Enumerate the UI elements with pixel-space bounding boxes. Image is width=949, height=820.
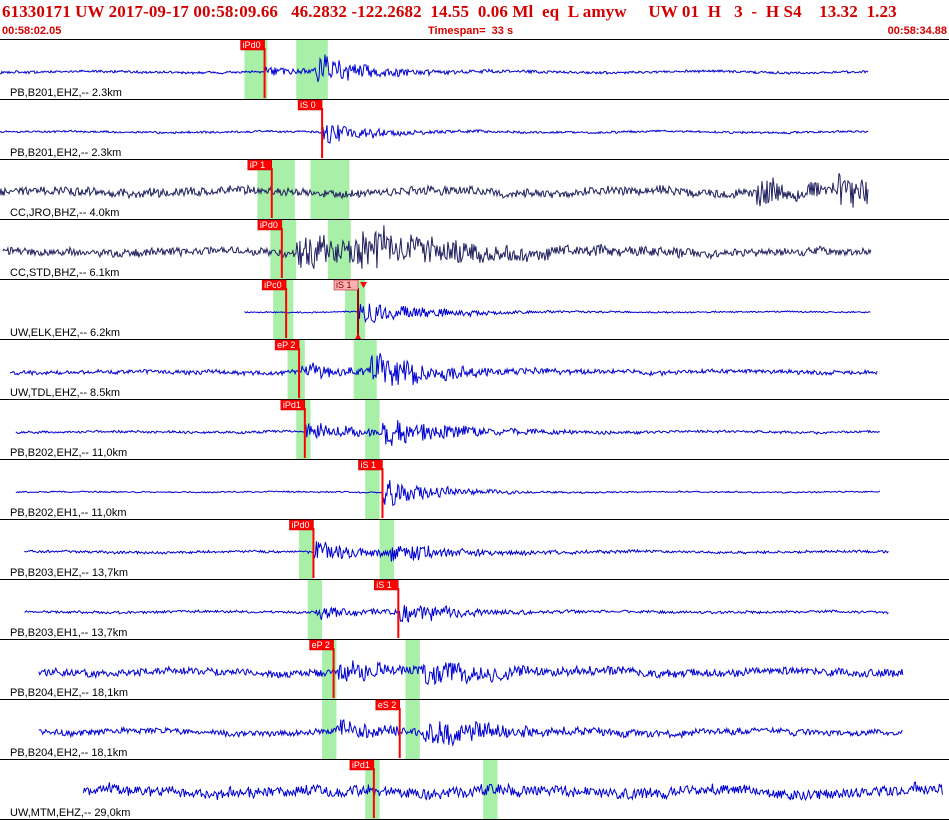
pick-label: iPc0 [264, 280, 282, 290]
pick-arrow [360, 282, 368, 288]
station-label: UW,TDL,EHZ,-- 8.5km [10, 387, 120, 399]
pick-tag[interactable] [280, 399, 306, 411]
station-label: PB,B203,EHZ,-- 13,7km [10, 567, 128, 579]
waveform [15, 479, 881, 507]
trace-panel[interactable]: eP 2 UW,TDL,EHZ,-- 8.5km [0, 339, 949, 400]
pick-label: iP 1 [250, 160, 265, 170]
waveform [24, 604, 889, 623]
waveform [82, 781, 943, 802]
phase-window [365, 460, 380, 520]
trace-panel[interactable]: eP 2 PB,B204,EHZ,-- 18,1km [0, 639, 949, 700]
trace-panel[interactable]: iPd0 PB,B201,EHZ,-- 2.3km [0, 40, 949, 100]
pick-tag[interactable] [349, 759, 375, 771]
trace-panel[interactable]: eS 2 PB,B204,EH2,-- 18,1km [0, 699, 949, 760]
trace-panel[interactable]: iPd0 PB,B203,EHZ,-- 13,7km [0, 519, 949, 580]
phase-window [287, 340, 305, 400]
pick-label: iS 1 [376, 580, 392, 590]
pick-label: eP 2 [277, 340, 295, 350]
pick-label: iPd1 [283, 400, 301, 410]
pick-tag[interactable] [375, 699, 400, 711]
station-label: PB,B201,EH2,-- 2.3km [10, 147, 121, 159]
pick-tag[interactable] [309, 639, 334, 651]
station-label: PB,B202,EHZ,-- 11,0km [10, 447, 127, 459]
event-header: 61330171 UW 2017-09-17 00:58:09.66 46.28… [0, 0, 949, 40]
pick-arrow [355, 333, 362, 339]
pick-tag[interactable] [240, 40, 265, 51]
station-label: CC,JRO,BHZ,-- 4.0km [10, 207, 119, 219]
waveform [0, 173, 869, 208]
waveform [2, 225, 872, 269]
waveform [24, 541, 889, 562]
pick-label: eP 2 [312, 640, 330, 650]
pick-label: iS 1 [336, 280, 352, 290]
pick-tag[interactable] [289, 519, 314, 531]
phase-window [483, 760, 498, 820]
pick-label: eS 2 [378, 700, 397, 710]
trace-panel[interactable]: iPc0 iS 1 UW,ELK,EHZ,-- 6.2km [0, 279, 949, 340]
phase-window [405, 640, 420, 700]
station-label: PB,B202,EH1,-- 11,0km [10, 507, 127, 519]
waveform [0, 124, 869, 144]
pick-tag[interactable] [374, 579, 399, 591]
phase-window [310, 160, 350, 220]
phase-window [299, 520, 314, 580]
pick-tag[interactable] [257, 219, 283, 231]
phase-window [379, 520, 394, 580]
pick-label: iS 0 [300, 100, 316, 110]
station-label: UW,ELK,EHZ,-- 6.2km [10, 327, 120, 339]
phase-window [345, 280, 366, 340]
start-time: 00:58:02.05 [2, 25, 62, 37]
station-label: PB,B201,EHZ,-- 2.3km [10, 87, 122, 99]
waveform [38, 718, 903, 748]
station-label: PB,B203,EH1,-- 13,7km [10, 627, 127, 639]
trace-panel[interactable]: iS 0 PB,B201,EH2,-- 2.3km [0, 99, 949, 160]
trace-panel[interactable]: iS 1 PB,B203,EH1,-- 13,7km [0, 579, 949, 640]
station-label: PB,B204,EHZ,-- 18,1km [10, 687, 128, 699]
waveform [0, 54, 869, 83]
trace-panel[interactable]: iPd1 UW,MTM,EHZ,-- 29,0km [0, 759, 949, 820]
waveform [38, 660, 904, 686]
pick-tag[interactable] [274, 339, 300, 351]
event-title: 61330171 UW 2017-09-17 00:58:09.66 46.28… [2, 2, 897, 21]
phase-window [307, 580, 323, 640]
pick-tag[interactable] [297, 99, 323, 111]
station-label: PB,B204,EH2,-- 18,1km [10, 747, 127, 759]
pick-label: iPd0 [260, 220, 278, 230]
phase-window [273, 280, 294, 340]
pick-label: iS 1 [360, 460, 376, 470]
timespan: Timespan= 33 s [428, 25, 514, 37]
pick-tag[interactable] [358, 459, 383, 471]
trace-panel[interactable]: iPd0 CC,STD,BHZ,-- 6.1km [0, 219, 949, 280]
pick-label: iPd0 [291, 520, 309, 530]
pick-tag[interactable] [333, 279, 359, 291]
trace-panel[interactable]: iPd1 PB,B202,EHZ,-- 11,0km [0, 399, 949, 460]
phase-window [296, 400, 311, 460]
phase-window [327, 220, 351, 280]
phase-window [322, 700, 337, 760]
trace-panel[interactable]: iP 1 CC,JRO,BHZ,-- 4.0km [0, 159, 949, 220]
pick-tag[interactable] [247, 159, 273, 171]
pick-tag[interactable] [261, 279, 287, 291]
pick-label: iPd0 [243, 40, 261, 50]
waveform [15, 420, 880, 446]
trace-panel[interactable]: iS 1 PB,B202,EH1,-- 11,0km [0, 459, 949, 520]
waveform [9, 353, 878, 386]
station-label: CC,STD,BHZ,-- 6.1km [10, 267, 119, 279]
pick-label: iPd1 [352, 760, 370, 770]
waveform [244, 303, 871, 324]
seismogram-panel[interactable]: iPd0 PB,B201,EHZ,-- 2.3km iS 0 PB,B201,EH2,… [0, 40, 949, 820]
end-time: 00:58:34.88 [887, 25, 947, 37]
station-label: UW,MTM,EHZ,-- 29,0km [10, 807, 130, 819]
phase-window [244, 40, 268, 100]
